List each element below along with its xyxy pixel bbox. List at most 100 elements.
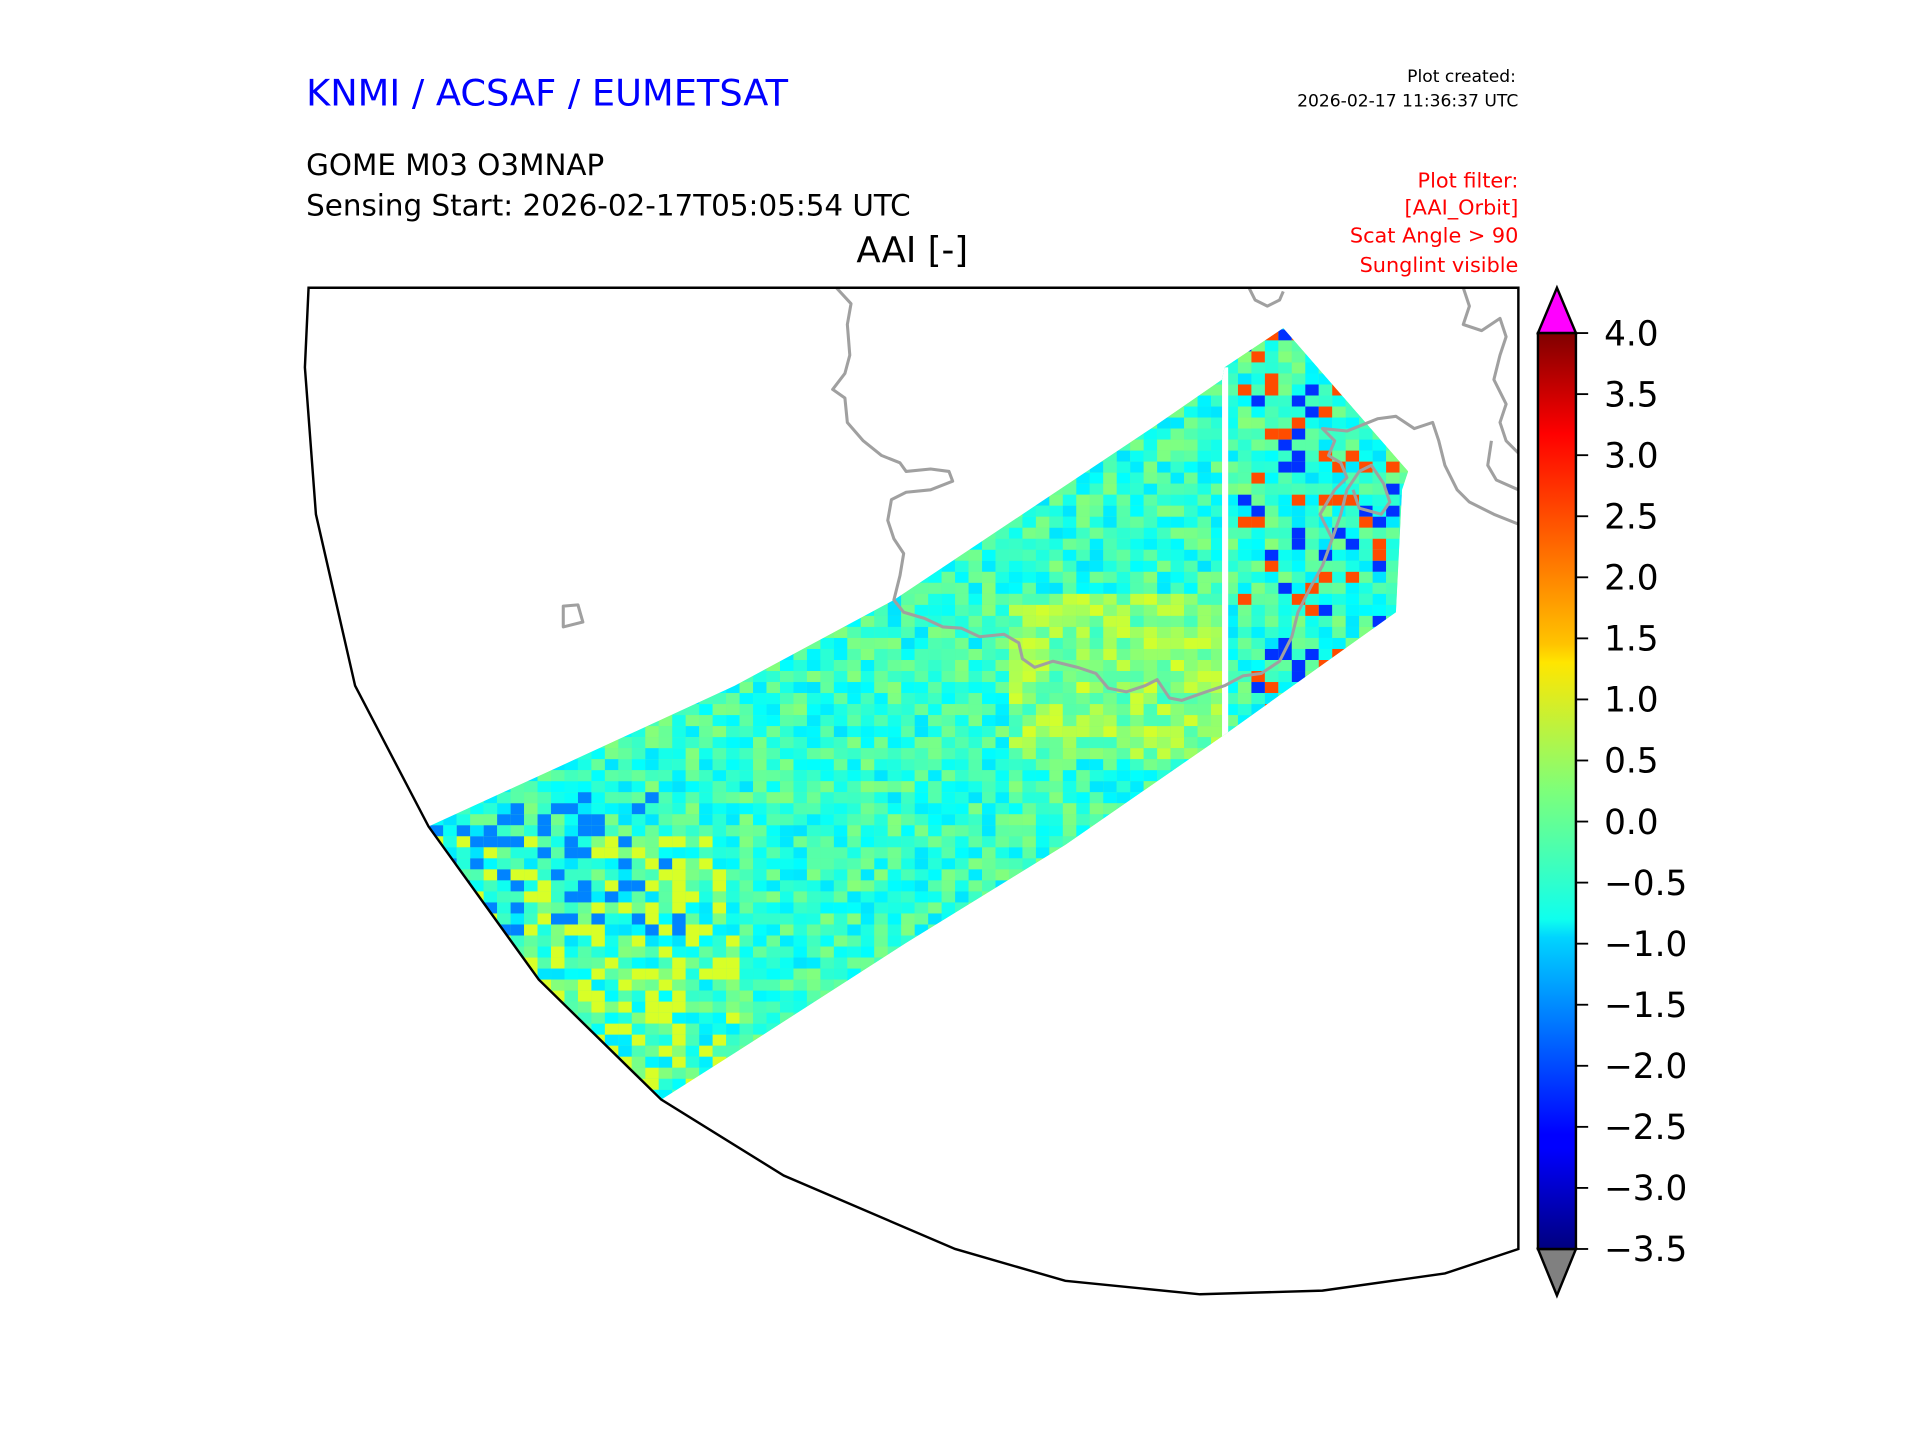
swath-pixel (968, 946, 983, 958)
swath-pixel (726, 935, 740, 947)
swath-pixel (428, 693, 430, 705)
swath-pixel (995, 637, 1009, 649)
swath-pixel (1049, 604, 1063, 616)
swath-pixel (699, 979, 713, 991)
swath-pixel (1116, 328, 1131, 330)
swath-pixel (699, 604, 713, 616)
swath-pixel (955, 825, 969, 837)
swath-pixel (968, 439, 983, 451)
swath-pixel (699, 439, 713, 451)
swath-pixel (1251, 538, 1265, 550)
swath-pixel (1413, 924, 1426, 935)
swath-pixel (860, 726, 875, 738)
swath-pixel (739, 1034, 754, 1046)
swath-pixel (631, 880, 646, 892)
swath-pixel (699, 759, 713, 771)
swath-pixel (1116, 582, 1131, 594)
swath-pixel (510, 1045, 525, 1057)
swath-pixel (955, 450, 969, 462)
swath-pixel (833, 671, 848, 683)
swath-pixel (1184, 637, 1198, 649)
swath-pixel (1089, 483, 1104, 495)
swath-pixel (1237, 814, 1252, 826)
swath-pixel (806, 715, 821, 727)
swath-pixel (429, 715, 444, 727)
swath-pixel (820, 1034, 834, 1046)
swath-pixel (726, 781, 740, 793)
swath-pixel (1291, 825, 1306, 837)
swath-pixel (1062, 671, 1077, 683)
swath-pixel (887, 472, 902, 484)
swath-pixel (428, 505, 430, 517)
swath-pixel (1224, 913, 1238, 925)
swath-pixel (941, 704, 956, 716)
swath-pixel (1278, 538, 1292, 550)
swath-pixel (1251, 1034, 1265, 1046)
swath-pixel (874, 1001, 888, 1013)
swath-pixel (739, 593, 754, 605)
swath-pixel (685, 715, 700, 727)
swath-pixel (1291, 748, 1306, 760)
swath-pixel (1103, 858, 1117, 870)
swath-pixel (1062, 328, 1077, 330)
swath-pixel (1305, 880, 1319, 892)
swath-pixel (726, 880, 740, 892)
swath-pixel (1264, 935, 1279, 947)
swath-pixel (1130, 880, 1144, 892)
swath-pixel (901, 1023, 915, 1035)
swath-pixel (887, 759, 902, 771)
swath-pixel (1291, 527, 1306, 539)
swath-pixel (793, 825, 807, 837)
swath-pixel (1143, 1023, 1158, 1035)
swath-pixel (510, 328, 525, 330)
swath-pixel (914, 737, 929, 749)
swath-pixel (982, 957, 996, 969)
swath-pixel (564, 516, 578, 528)
swath-pixel (1116, 428, 1131, 440)
swath-pixel (982, 1023, 996, 1035)
swath-pixel (429, 472, 444, 484)
swath-pixel (712, 1045, 727, 1057)
swath-pixel (995, 328, 1009, 330)
swath-pixel (1157, 340, 1171, 352)
swath-pixel (1359, 660, 1373, 672)
swath-pixel (524, 615, 538, 627)
swath-pixel (712, 803, 727, 815)
swath-pixel (1035, 979, 1050, 991)
swath-pixel (712, 648, 727, 660)
swath-pixel (1184, 957, 1198, 969)
swath-pixel (1399, 902, 1409, 914)
swath-pixel (577, 1034, 592, 1046)
swath-pixel (604, 759, 619, 771)
swath-pixel (1413, 329, 1426, 340)
swath-pixel (618, 924, 632, 936)
swath-pixel (766, 1023, 780, 1035)
swath-pixel (1197, 803, 1212, 815)
swath-pixel (1291, 913, 1306, 925)
swath-pixel (1291, 814, 1306, 826)
swath-pixel (847, 450, 861, 462)
swath-pixel (874, 715, 888, 727)
swath-pixel (806, 990, 821, 1002)
swath-pixel (470, 748, 484, 760)
swath-pixel (901, 593, 915, 605)
swath-pixel (443, 1023, 457, 1035)
swath-pixel (524, 604, 538, 616)
swath-pixel (685, 924, 700, 936)
swath-pixel (847, 1012, 861, 1024)
swath-pixel (510, 637, 525, 649)
swath-pixel (1076, 880, 1090, 892)
swath-pixel (645, 626, 659, 638)
swath-pixel (1022, 571, 1036, 583)
swath-pixel (955, 671, 969, 683)
swath-pixel (1184, 770, 1198, 782)
swath-pixel (631, 682, 646, 694)
swath-pixel (1251, 891, 1265, 903)
swath-pixel (456, 1034, 471, 1046)
swath-pixel (1251, 560, 1265, 572)
swath-pixel (1116, 726, 1131, 738)
swath-pixel (1008, 648, 1023, 660)
swath-pixel (429, 494, 444, 506)
swath-pixel (1386, 483, 1400, 495)
swath-pixel (874, 770, 888, 782)
